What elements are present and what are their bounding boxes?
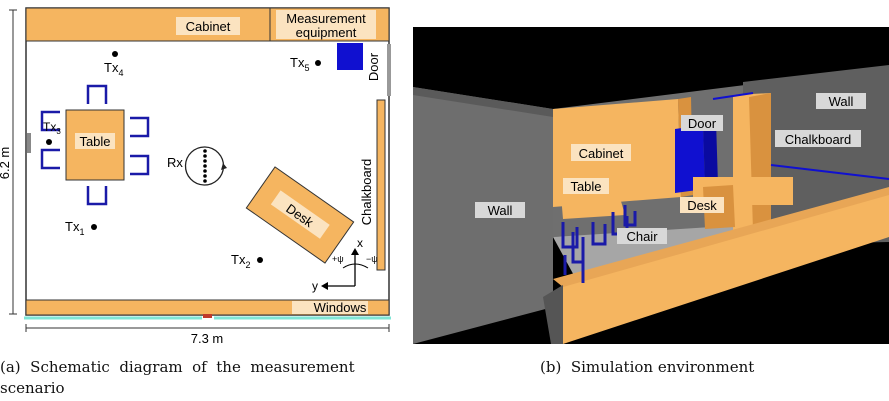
- desk-label-bg: [270, 190, 330, 239]
- coordinate-axes: [321, 248, 359, 290]
- svg-text:Wall: Wall: [829, 94, 854, 109]
- chair-right-2: [130, 154, 150, 176]
- chalkboard-strip: [376, 99, 386, 271]
- svg-text:Tx2: Tx2: [231, 252, 250, 270]
- caption-a-line1: (a) Schematic diagram of the measurement: [0, 358, 355, 376]
- door-block: [337, 43, 363, 70]
- table-label: Table: [79, 134, 110, 149]
- svg-text:Chair: Chair: [626, 229, 658, 244]
- table-label-bg: [75, 133, 115, 149]
- table-3d: [561, 191, 625, 219]
- pillar-marker: [203, 314, 212, 318]
- cabinet-label-bg: [176, 17, 240, 35]
- width-label: 7.3 m: [191, 331, 224, 345]
- measurement-label-line1: Measurement: [286, 11, 366, 26]
- svg-text:Tx3: Tx3: [43, 120, 61, 136]
- axis-y-label: y: [312, 279, 318, 293]
- chair-bottom: [86, 186, 108, 206]
- svg-text:Cabinet: Cabinet: [579, 146, 624, 161]
- rx-array: [203, 149, 207, 183]
- svg-text:Tx5: Tx5: [290, 55, 309, 73]
- tx4: Tx4: [104, 51, 123, 78]
- chair-right-1: [130, 116, 150, 138]
- label-chair: Chair: [617, 228, 667, 244]
- svg-text:Chalkboard: Chalkboard: [785, 132, 852, 147]
- chalkboard-edge: [770, 164, 889, 180]
- svg-text:Wall: Wall: [488, 203, 513, 218]
- label-door: Door: [681, 115, 723, 131]
- measurement-label-line2: equipment: [296, 25, 357, 40]
- desk-group: Desk: [245, 166, 355, 264]
- tx1: Tx1: [65, 219, 97, 237]
- caption-b: (b) Simulation environment: [540, 358, 755, 376]
- chair-left-1: [40, 110, 60, 132]
- axis-x-label: x: [357, 236, 363, 250]
- top-wall-edge: [712, 92, 754, 100]
- left-wall-dark: [413, 87, 553, 117]
- rx-label: Rx: [167, 155, 183, 170]
- psi-arc: [342, 263, 369, 269]
- label-table: Table: [563, 178, 609, 194]
- chair-top: [86, 84, 108, 104]
- chalkboard-label: Chalkboard: [359, 159, 374, 226]
- chairs-3d: [561, 205, 637, 283]
- plus-psi-label: +ψ: [332, 254, 344, 264]
- minus-psi-label: −ψ: [366, 254, 378, 264]
- simulation-render: Wall Wall Door Chalkboard Cabinet Table …: [413, 27, 889, 344]
- svg-text:Door: Door: [688, 116, 717, 131]
- label-cabinet: Cabinet: [571, 144, 631, 161]
- tx3: Tx3: [43, 120, 61, 145]
- height-label: 6.2 m: [0, 147, 12, 180]
- chair-left-2: [40, 148, 60, 170]
- tx5: Tx5: [290, 55, 321, 73]
- left-wall-corner: [543, 285, 563, 344]
- measurement-label-bg: [276, 10, 376, 39]
- windows-label-bg: [292, 301, 368, 314]
- windows-bench: [563, 192, 889, 344]
- svg-text:Tx4: Tx4: [104, 60, 123, 78]
- windows-label: Windows: [314, 300, 367, 315]
- svg-text:Tx1: Tx1: [65, 219, 84, 237]
- wall-marker: [27, 133, 31, 153]
- tx2: Tx2: [231, 252, 263, 270]
- label-wall-right: Wall: [816, 93, 866, 109]
- door-3d-side: [703, 121, 718, 189]
- svg-text:Desk: Desk: [687, 198, 717, 213]
- caption-a-line2: scenario: [0, 379, 65, 397]
- rotation-arrowhead: [221, 163, 227, 170]
- cabinet-label: Cabinet: [186, 19, 231, 34]
- svg-text:Table: Table: [570, 179, 601, 194]
- table-chairs: [40, 84, 150, 206]
- door-3d: [675, 125, 705, 193]
- label-wall-left: Wall: [475, 202, 525, 218]
- windows-bench-top: [553, 187, 889, 287]
- door-label: Door: [366, 52, 381, 81]
- label-desk: Desk: [680, 197, 724, 213]
- label-chalkboard: Chalkboard: [775, 130, 861, 147]
- schematic-diagram: Cabinet Measurement equipment Door Chalk…: [0, 7, 391, 345]
